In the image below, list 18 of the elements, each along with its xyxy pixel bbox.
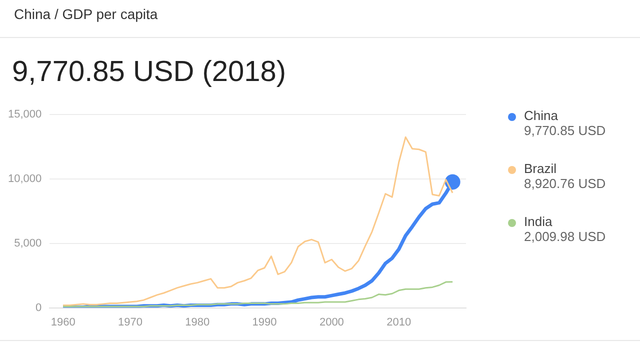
x-tick-label: 1960 bbox=[50, 316, 76, 328]
text: 9,770.85 USD bbox=[524, 123, 606, 138]
x-tick-label: 1990 bbox=[252, 316, 277, 328]
legend-label: China bbox=[524, 108, 559, 123]
x-tick-label: 2010 bbox=[386, 316, 412, 328]
legend-label: India bbox=[524, 214, 554, 229]
y-tick-label: 15,000 bbox=[8, 108, 42, 121]
x-tick-label: 2000 bbox=[319, 316, 344, 328]
y-tick-label: 5,000 bbox=[14, 237, 42, 250]
chart-title: 9,770.85 USD (2018) bbox=[12, 56, 286, 89]
y-tick-label: 10,000 bbox=[8, 173, 42, 186]
chart-subtitle: China / GDP per capita bbox=[14, 6, 158, 22]
x-tick-label: 1970 bbox=[118, 316, 142, 328]
y-tick-label: 0 bbox=[36, 302, 42, 314]
text: 2,009.98 USD bbox=[524, 229, 606, 244]
legend-label: Brazil bbox=[524, 161, 558, 176]
x-tick-label: 1980 bbox=[185, 316, 210, 328]
text: 8,920.76 USD bbox=[524, 176, 606, 191]
